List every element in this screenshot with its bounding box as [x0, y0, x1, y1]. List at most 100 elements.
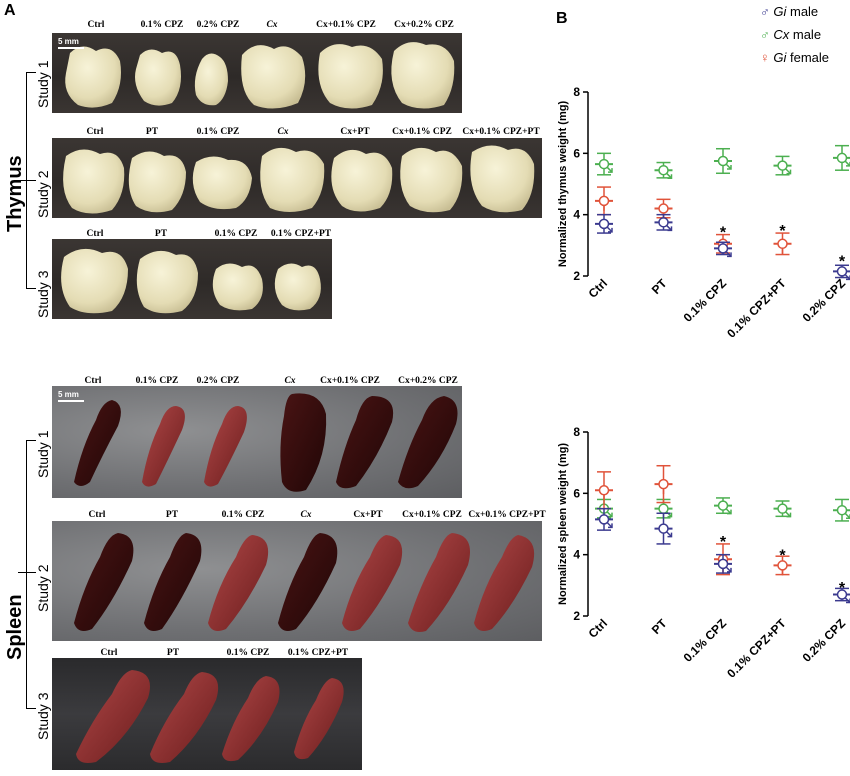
thymus-study2-photo	[52, 138, 542, 218]
y-tick-label: 2	[573, 269, 580, 283]
thymus-bracket-tick-bottom	[26, 288, 36, 289]
male-glyph-arrow	[667, 174, 673, 179]
spleen-study2-label: Study 2	[35, 564, 51, 612]
spleen-study1-organs	[74, 393, 458, 492]
male-glyph	[844, 160, 850, 167]
male-symbol-icon: ♂	[760, 4, 770, 19]
thymus-sample	[65, 46, 121, 108]
data-point-cx-male	[833, 144, 850, 171]
data-point-cx-male	[714, 147, 732, 175]
significance-star: *	[720, 225, 727, 242]
thymus-study3-organs	[61, 248, 321, 314]
male-glyph	[725, 508, 732, 515]
female-symbol-icon: ♀	[760, 50, 770, 65]
thymus-study3-photo	[52, 239, 332, 319]
male-glyph-arrow	[846, 514, 850, 519]
x-tick-label: 0.1% CPZ	[681, 276, 730, 325]
thymus-sample	[136, 250, 198, 314]
thymus-sample	[61, 248, 128, 314]
panel-a-letter: A	[4, 2, 16, 19]
spleen-s3-col-01cpzpt: 0.1% CPZ+PT	[287, 648, 349, 658]
legend-gi-female-italic: Gi	[773, 50, 787, 65]
spleen-study2-photo	[52, 521, 542, 641]
male-glyph-arrow	[667, 226, 673, 232]
spleen-study3-photo	[52, 658, 362, 770]
male-glyph	[725, 250, 732, 257]
thymus-s3-col-01cpz: 0.1% CPZ	[214, 229, 258, 239]
marker	[836, 589, 848, 600]
spleen-s2-col-cx01cpzpt: Cx+0.1% CPZ+PT	[468, 510, 546, 520]
spleen-bracket	[26, 440, 27, 708]
male-glyph-arrow	[846, 161, 850, 167]
spleen-bracket-tick-bottom	[26, 708, 36, 709]
thymus-s2-col-cxpt: Cx+PT	[340, 127, 370, 137]
thymus-s1-col-cx02cpz: Cx+0.2% CPZ	[394, 20, 454, 30]
spleen-sample	[150, 672, 219, 763]
male-glyph-arrow	[727, 252, 732, 258]
male-glyph	[606, 226, 613, 233]
thymus-s2-col-ctrl: Ctrl	[86, 127, 104, 137]
male-glyph	[844, 597, 850, 604]
male-glyph	[784, 168, 792, 175]
thymus-s1-col-01cpz: 0.1% CPZ	[140, 20, 184, 30]
x-tick-label: 0.1% CPZ+PT	[724, 276, 789, 341]
spleen-study3-label: Study 3	[35, 692, 51, 740]
thymus-s3-col-ctrl: Ctrl	[86, 229, 104, 239]
legend-gi-male-italic: Gi	[773, 4, 787, 19]
legend-gi-male: ♂ Gi male	[760, 4, 818, 19]
spleen-sample	[398, 396, 458, 489]
spleen-s1-col-ctrl: Ctrl	[84, 376, 102, 386]
male-glyph-arrow	[727, 567, 732, 573]
marker	[598, 218, 610, 230]
legend-gi-female-text: female	[786, 50, 830, 65]
data-point-gi-male	[714, 553, 732, 574]
x-tick-label: 0.1% CPZ+PT	[724, 616, 789, 681]
spleen-s2-col-cxpt: Cx+PT	[353, 510, 383, 520]
male-glyph	[665, 172, 673, 179]
thymus-sample	[260, 147, 325, 212]
spleen-s1-col-cx02cpz: Cx+0.2% CPZ	[398, 376, 458, 386]
male-glyph	[606, 166, 613, 173]
thymus-study1-photo: 5 mm	[52, 33, 462, 113]
male-glyph-arrow	[786, 512, 792, 518]
thymus-s2-col-01cpz: 0.1% CPZ	[196, 127, 240, 137]
spleen-sample	[142, 406, 185, 487]
thymus-s1-col-02cpz: 0.2% CPZ	[196, 20, 240, 30]
thymus-bracket-tick-mid	[26, 180, 36, 181]
data-point-cx-male	[773, 155, 792, 176]
thymus-weight-chart: 2 4 6 8 Normalized thymus weight (mg) Ctrl PT 0…	[557, 85, 850, 341]
spleen-s3-col-ctrl: Ctrl	[100, 648, 118, 658]
data-point-cx-male	[714, 497, 732, 515]
spleen-s3-col-pt: PT	[166, 648, 180, 658]
spleen-sample	[294, 678, 344, 760]
thymus-sample	[331, 149, 393, 212]
spleen-study2-organs	[74, 533, 535, 632]
male-glyph-arrow	[727, 509, 732, 515]
scale-bar-label: 5 mm	[58, 37, 79, 46]
marker	[598, 485, 610, 496]
thymus-s2-col-cx01cpzpt: Cx+0.1% CPZ+PT	[462, 127, 540, 137]
x-tick-label: 0.2% CPZ	[800, 276, 849, 325]
thymus-s2-col-pt: PT	[145, 127, 159, 137]
spleen-sample	[74, 533, 134, 631]
thymus-sample	[391, 42, 455, 109]
data-point-gi-male	[833, 264, 850, 281]
spleen-sample	[342, 535, 403, 631]
male-glyph	[606, 511, 613, 518]
male-glyph	[725, 566, 732, 573]
marker	[598, 158, 610, 170]
male-glyph	[606, 521, 613, 528]
thymus-s3-col-pt: PT	[154, 229, 168, 239]
spleen-sample	[336, 396, 394, 489]
y-tick-label: 8	[573, 85, 580, 99]
data-point-gi-female	[595, 186, 613, 216]
spleen-sample	[76, 670, 150, 763]
male-glyph	[665, 224, 673, 231]
thymus-study3-label: Study 3	[35, 270, 51, 318]
male-glyph-arrow	[667, 512, 673, 518]
legend-gi-male-text: male	[786, 4, 819, 19]
spleen-sample	[280, 393, 327, 492]
spleen-s1-col-cx: Cx	[284, 376, 296, 386]
thymus-sample	[274, 263, 321, 311]
significance-star: *	[839, 580, 846, 597]
